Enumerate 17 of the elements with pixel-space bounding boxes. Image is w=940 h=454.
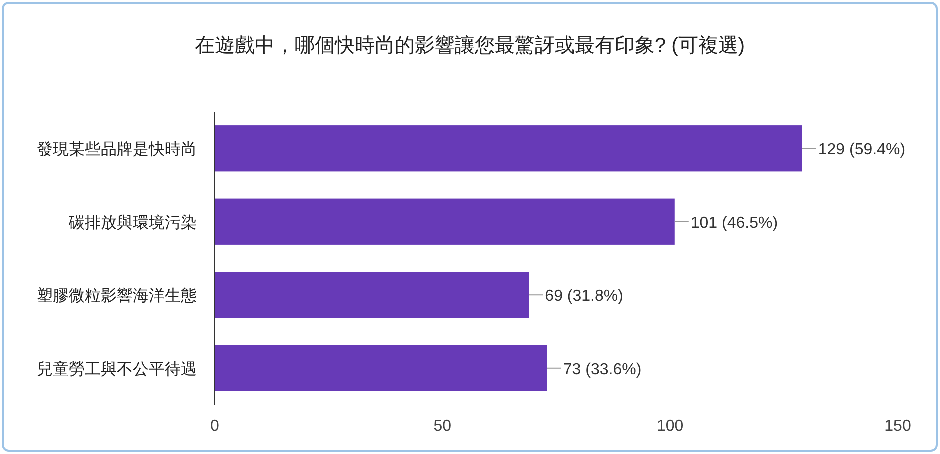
data-label: 69 (31.8%)	[545, 288, 624, 306]
x-tick-label: 150	[884, 418, 912, 435]
y-tick-label: 兒童勞工與不公平待遇	[37, 360, 197, 378]
bar	[215, 198, 675, 245]
y-tick-label: 發現某些品牌是快時尚	[37, 140, 197, 159]
chart-title: 在遊戲中，哪個快時尚的影響讓您最驚訝或最有印象? (可複選)	[195, 35, 745, 57]
data-label: 73 (33.6%)	[563, 361, 642, 378]
y-tick-label: 塑膠微粒影響海洋生態	[37, 287, 197, 306]
y-tick-label: 碳排放與環境污染	[68, 214, 197, 232]
bar	[215, 126, 802, 172]
bar	[215, 272, 530, 318]
x-tick-label: 100	[656, 418, 684, 435]
data-label: 129 (59.4%)	[818, 142, 906, 159]
bar	[215, 345, 548, 392]
data-label: 101 (46.5%)	[690, 214, 778, 232]
x-tick-label: 0	[210, 418, 220, 435]
x-tick-label: 50	[434, 418, 452, 435]
